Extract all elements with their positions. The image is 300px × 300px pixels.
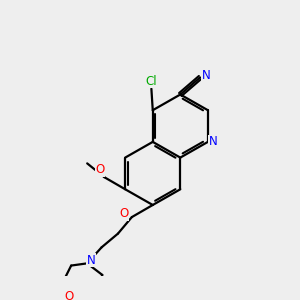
Text: O: O — [95, 163, 105, 176]
Text: Cl: Cl — [146, 74, 157, 88]
Text: O: O — [119, 207, 129, 220]
Text: N: N — [202, 69, 211, 82]
Text: O: O — [64, 290, 74, 300]
Text: N: N — [208, 135, 217, 148]
Text: N: N — [87, 254, 95, 266]
